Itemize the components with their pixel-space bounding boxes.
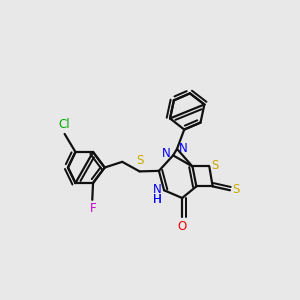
Text: S: S: [212, 159, 219, 172]
Text: N: N: [179, 142, 188, 155]
Text: N: N: [162, 147, 170, 160]
Text: H: H: [153, 193, 162, 206]
Text: Cl: Cl: [59, 118, 70, 131]
Text: N: N: [153, 183, 162, 196]
Text: S: S: [232, 183, 240, 196]
Text: F: F: [90, 202, 97, 215]
Text: O: O: [178, 220, 187, 233]
Text: S: S: [136, 154, 143, 167]
Text: H: H: [153, 193, 162, 206]
